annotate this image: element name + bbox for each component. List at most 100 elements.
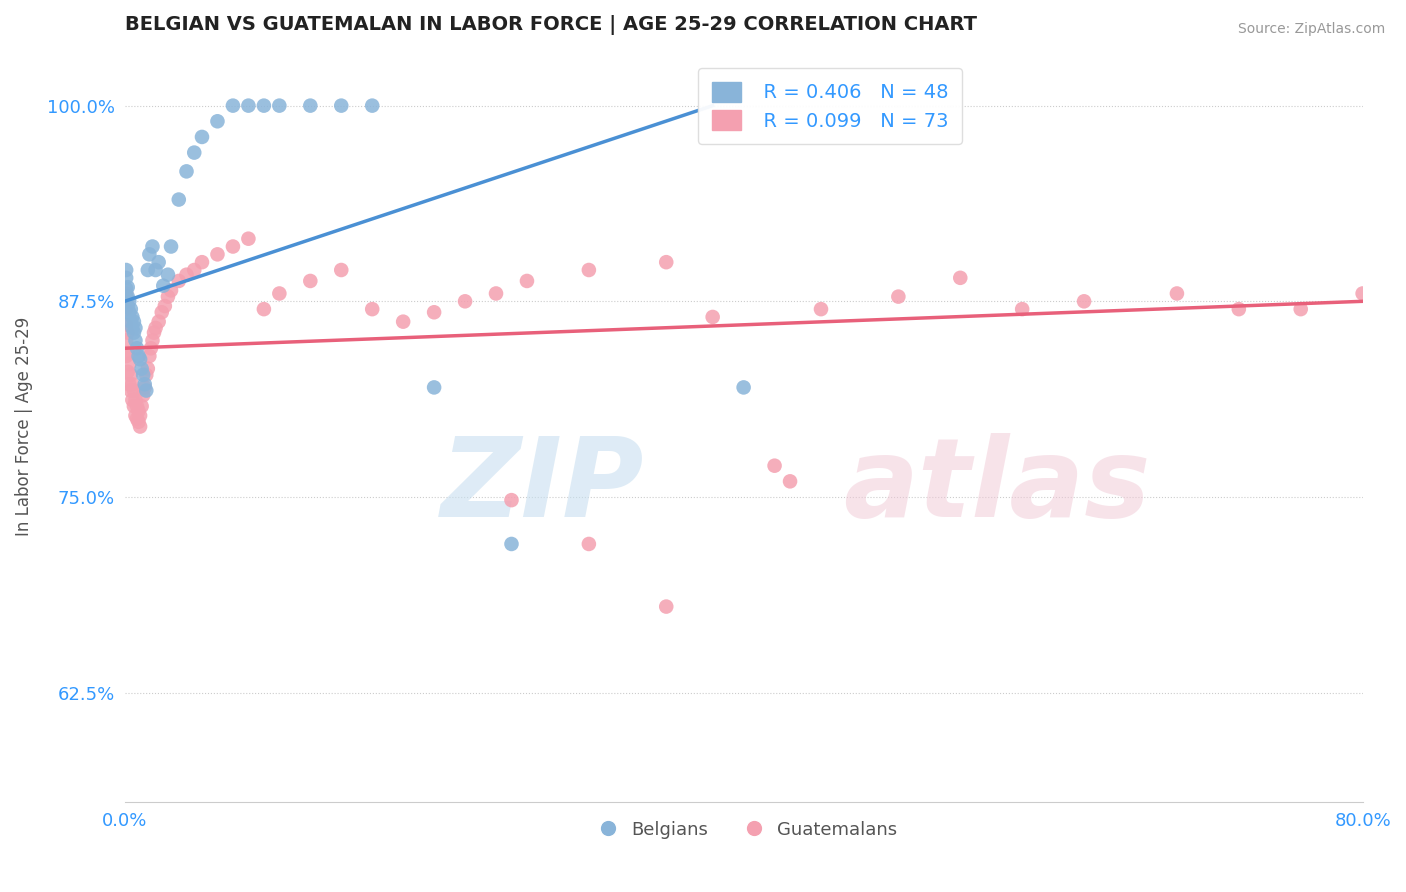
Point [125,341,148,355]
Point [191,255,214,269]
Point [121,392,143,407]
Point [183,145,205,160]
Point [153,299,176,313]
Point [454,294,477,309]
Point [124,409,146,423]
Point [269,98,291,112]
Point [191,130,214,145]
Point [702,310,724,324]
Point [222,98,245,112]
Point [949,270,972,285]
Point [392,315,415,329]
Point [115,282,138,296]
Point [160,284,183,298]
Point [118,305,141,319]
Point [122,384,145,398]
Point [125,399,148,413]
Point [124,321,146,335]
Point [121,377,143,392]
Point [117,299,139,313]
Point [129,419,152,434]
Point [117,365,139,379]
Point [176,164,198,178]
Point [129,409,152,423]
Point [117,280,139,294]
Point [423,305,446,319]
Point [122,315,145,329]
Point [125,411,148,425]
Point [655,255,678,269]
Point [120,302,142,317]
Point [1011,302,1033,317]
Point [148,255,170,269]
Point [135,384,157,398]
Point [122,399,145,413]
Point [134,377,156,392]
Point [128,404,150,418]
Point [330,98,353,112]
Point [136,361,159,376]
Y-axis label: In Labor Force | Age 25-29: In Labor Force | Age 25-29 [15,317,32,536]
Point [122,326,145,340]
Point [167,193,190,207]
Point [120,315,142,329]
Point [138,247,160,261]
Point [138,349,160,363]
Point [733,380,755,394]
Point [134,380,156,394]
Point [121,310,143,324]
Point [253,98,276,112]
Point [887,290,910,304]
Point [156,268,179,282]
Point [361,302,384,317]
Point [207,114,229,128]
Point [118,294,141,309]
Point [152,278,174,293]
Point [763,458,786,473]
Point [131,399,153,413]
Point [485,286,508,301]
Point [222,239,245,253]
Point [141,334,163,348]
Point [115,302,138,317]
Point [148,315,170,329]
Point [117,346,139,360]
Point [124,334,146,348]
Point [117,290,139,304]
Point [176,268,198,282]
Point [269,286,291,301]
Point [501,493,523,508]
Point [120,368,142,382]
Point [299,274,322,288]
Point [167,274,190,288]
Point [1351,286,1374,301]
Point [160,239,183,253]
Point [1166,286,1188,301]
Point [115,270,138,285]
Text: atlas: atlas [842,434,1150,541]
Point [136,263,159,277]
Legend: Belgians, Guatemalans: Belgians, Guatemalans [583,814,904,846]
Point [118,357,141,371]
Point [423,380,446,394]
Point [299,98,322,112]
Point [118,377,141,392]
Point [117,326,139,340]
Point [501,537,523,551]
Text: ZIP: ZIP [441,434,644,541]
Point [132,388,155,402]
Point [124,392,146,407]
Point [143,326,166,340]
Point [207,247,229,261]
Point [141,239,163,253]
Point [120,384,142,398]
Point [779,475,801,489]
Point [129,352,152,367]
Point [115,334,138,348]
Point [115,286,138,301]
Point [361,98,384,112]
Point [183,263,205,277]
Point [135,368,157,382]
Point [131,361,153,376]
Text: Source: ZipAtlas.com: Source: ZipAtlas.com [1237,22,1385,37]
